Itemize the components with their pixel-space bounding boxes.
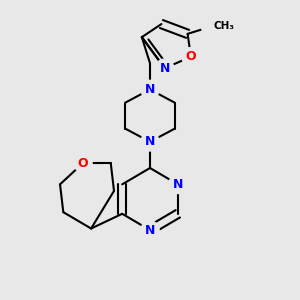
Text: N: N	[172, 178, 183, 191]
Circle shape	[156, 59, 174, 77]
Text: CH₃: CH₃	[214, 21, 235, 31]
Text: N: N	[145, 224, 155, 237]
Text: N: N	[160, 62, 170, 75]
Circle shape	[201, 13, 226, 38]
Text: O: O	[78, 157, 88, 169]
Circle shape	[169, 175, 187, 194]
Circle shape	[141, 221, 159, 239]
Text: N: N	[145, 135, 155, 148]
Text: N: N	[145, 83, 155, 96]
Text: O: O	[186, 50, 196, 63]
Circle shape	[141, 133, 159, 151]
Circle shape	[182, 48, 200, 66]
Circle shape	[141, 80, 159, 99]
Circle shape	[74, 154, 92, 172]
